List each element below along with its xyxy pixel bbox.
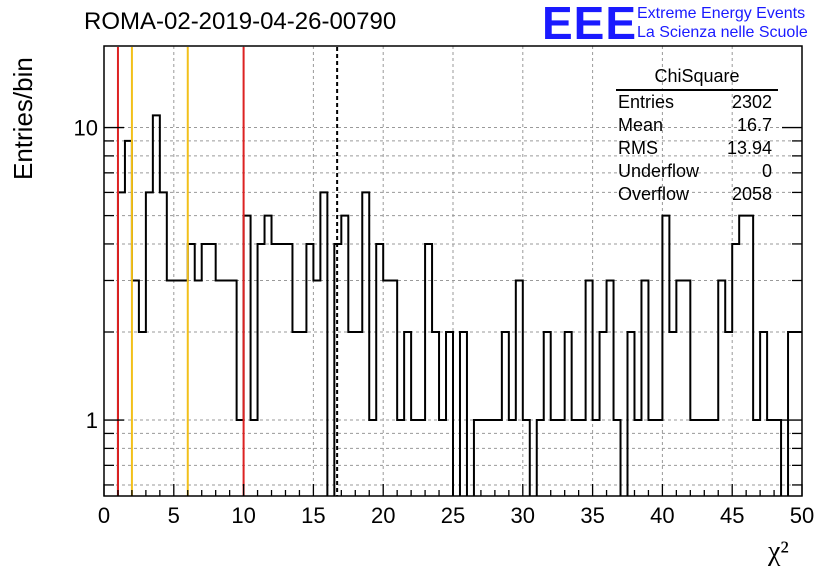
x-tick-label: 40	[650, 503, 674, 528]
stats-label: Underflow	[618, 161, 700, 181]
stats-value: 13.94	[726, 138, 772, 158]
stats-value: 2058	[731, 184, 772, 204]
y-tick-label: 10	[74, 116, 98, 141]
histogram-line	[116, 114, 802, 496]
y-tick-label: 1	[86, 408, 98, 433]
y-axis-label: Entries/bin	[8, 57, 38, 180]
chart-title: ROMA-02-2019-04-26-00790	[84, 8, 397, 35]
stats-row-rms: RMS 13.94	[612, 137, 778, 160]
stats-label: Mean	[618, 115, 664, 135]
x-tick-label: 10	[231, 503, 255, 528]
x-tick-label: 20	[371, 503, 395, 528]
x-tick-label: 30	[511, 503, 535, 528]
logo-line-2: La Scienza nelle Scuole	[637, 24, 808, 41]
stats-title: ChiSquare	[616, 66, 778, 91]
x-tick-label: 5	[168, 503, 180, 528]
x-tick-label: 35	[580, 503, 604, 528]
stats-box: ChiSquare Entries 2302 Mean 16.7 RMS 13.94 …	[612, 66, 778, 206]
stats-row-mean: Mean 16.7	[612, 114, 778, 137]
stats-row-overflow: Overflow 2058	[612, 183, 778, 206]
stats-value: 0	[761, 161, 772, 181]
stats-label: Entries	[618, 92, 675, 112]
x-tick-label: 25	[441, 503, 465, 528]
stats-label: Overflow	[618, 184, 690, 204]
x-tick-label: 15	[301, 503, 325, 528]
x-tick-label: 45	[720, 503, 744, 528]
stats-value: 2302	[731, 92, 772, 112]
stats-label: RMS	[618, 138, 658, 158]
stats-row-entries: Entries 2302	[612, 91, 778, 114]
stats-row-underflow: Underflow 0	[612, 160, 778, 183]
x-tick-label: 50	[790, 503, 814, 528]
eee-logo: EEE	[542, 0, 638, 49]
stats-value: 16.7	[736, 115, 772, 135]
x-tick-label: 0	[98, 503, 110, 528]
x-axis-label: χ²	[768, 536, 789, 567]
logo-line-1: Extreme Energy Events	[637, 5, 806, 22]
